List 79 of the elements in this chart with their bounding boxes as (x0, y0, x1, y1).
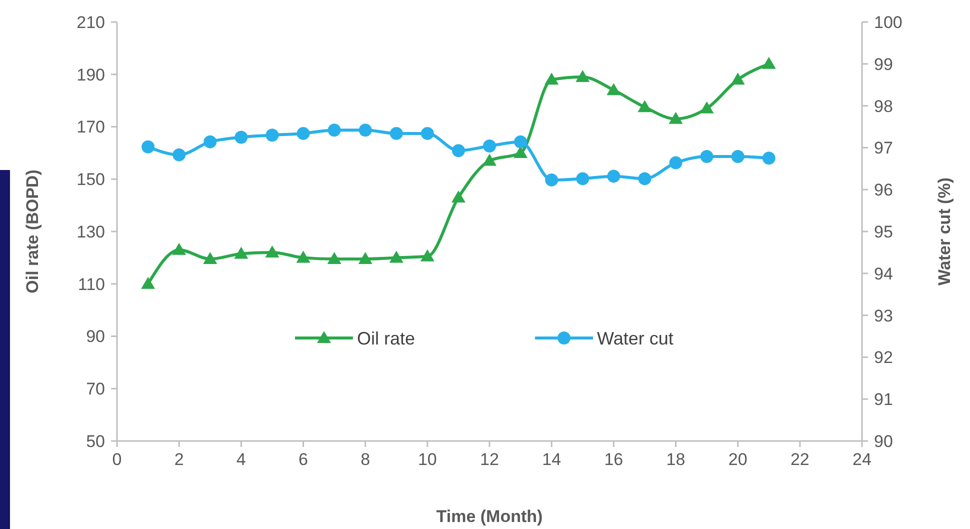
point (700, 150, 714, 163)
x-tick-label: 8 (360, 450, 370, 469)
y-tick-label: 110 (78, 274, 105, 294)
point (483, 140, 496, 153)
point (545, 173, 558, 186)
x-tick-label: 4 (236, 450, 246, 469)
point (762, 152, 776, 165)
y-tick-label: 70 (86, 380, 105, 399)
point (576, 70, 590, 82)
x-tick-label: 2 (174, 450, 184, 469)
point (638, 100, 652, 112)
x-tick-label: 22 (790, 450, 810, 469)
point (576, 172, 590, 186)
x-tick-label: 6 (298, 450, 308, 469)
point (762, 56, 776, 69)
y-tick-label: 210 (76, 12, 105, 32)
point (420, 249, 434, 262)
x-tick-label: 0 (112, 450, 122, 469)
point (390, 126, 403, 140)
y-tick-label: 130 (76, 222, 105, 242)
point (514, 135, 528, 148)
y2-tick-label: 98 (874, 96, 893, 116)
x-tick-label: 18 (666, 450, 686, 469)
point (142, 140, 155, 154)
x-tick-label: 20 (728, 450, 748, 469)
point (296, 126, 310, 140)
x-tick-label: 16 (604, 450, 624, 469)
y-tick-label: 150 (76, 170, 105, 190)
point (141, 276, 156, 289)
point (328, 124, 341, 137)
y-tick-label: 90 (86, 327, 105, 346)
point (266, 128, 279, 142)
point (700, 101, 714, 114)
x-tick-label: 10 (418, 450, 437, 469)
legend-label: Oil rate (357, 328, 416, 348)
x-tick-label: 14 (542, 450, 562, 469)
point (203, 252, 218, 264)
y2-tick-label: 93 (874, 306, 893, 326)
y2-tick-label: 91 (874, 390, 893, 410)
point (451, 190, 466, 202)
point (420, 126, 434, 140)
point (544, 72, 559, 85)
point (265, 245, 280, 258)
y2-tick-label: 92 (874, 348, 893, 368)
x-tick-label: 24 (852, 450, 872, 469)
x-tick-label: 12 (480, 450, 499, 469)
point (234, 130, 248, 144)
point (358, 252, 372, 264)
y2-tick-label: 99 (874, 54, 893, 74)
y2-tick-label: 90 (874, 432, 893, 451)
y-axis-title: Oil rate (BOPD) (23, 170, 42, 294)
point (452, 144, 465, 158)
point (172, 148, 186, 162)
y2-tick-label: 94 (874, 264, 893, 284)
point (638, 172, 652, 186)
point (389, 250, 404, 263)
point (606, 83, 621, 96)
y-tick-label: 50 (86, 432, 105, 451)
y2-axis-title: Water cut (%) (935, 178, 954, 286)
x-axis-title: Time (Month) (436, 507, 543, 526)
point (731, 150, 744, 163)
point (296, 250, 310, 263)
y2-tick-label: 96 (874, 180, 893, 200)
y-tick-label: 190 (76, 65, 105, 84)
y2-tick-label: 95 (874, 222, 893, 242)
point (482, 154, 496, 166)
point (668, 112, 683, 124)
y2-tick-label: 97 (874, 138, 893, 158)
y-tick-label: 170 (76, 118, 105, 137)
y2-tick-label: 100 (874, 12, 902, 32)
point (204, 135, 217, 148)
point (327, 252, 342, 264)
legend-label: Water cut (597, 328, 674, 348)
point (358, 124, 372, 137)
point (730, 72, 745, 85)
point (607, 170, 620, 183)
point (172, 242, 186, 255)
point (234, 246, 248, 259)
point (669, 156, 682, 170)
